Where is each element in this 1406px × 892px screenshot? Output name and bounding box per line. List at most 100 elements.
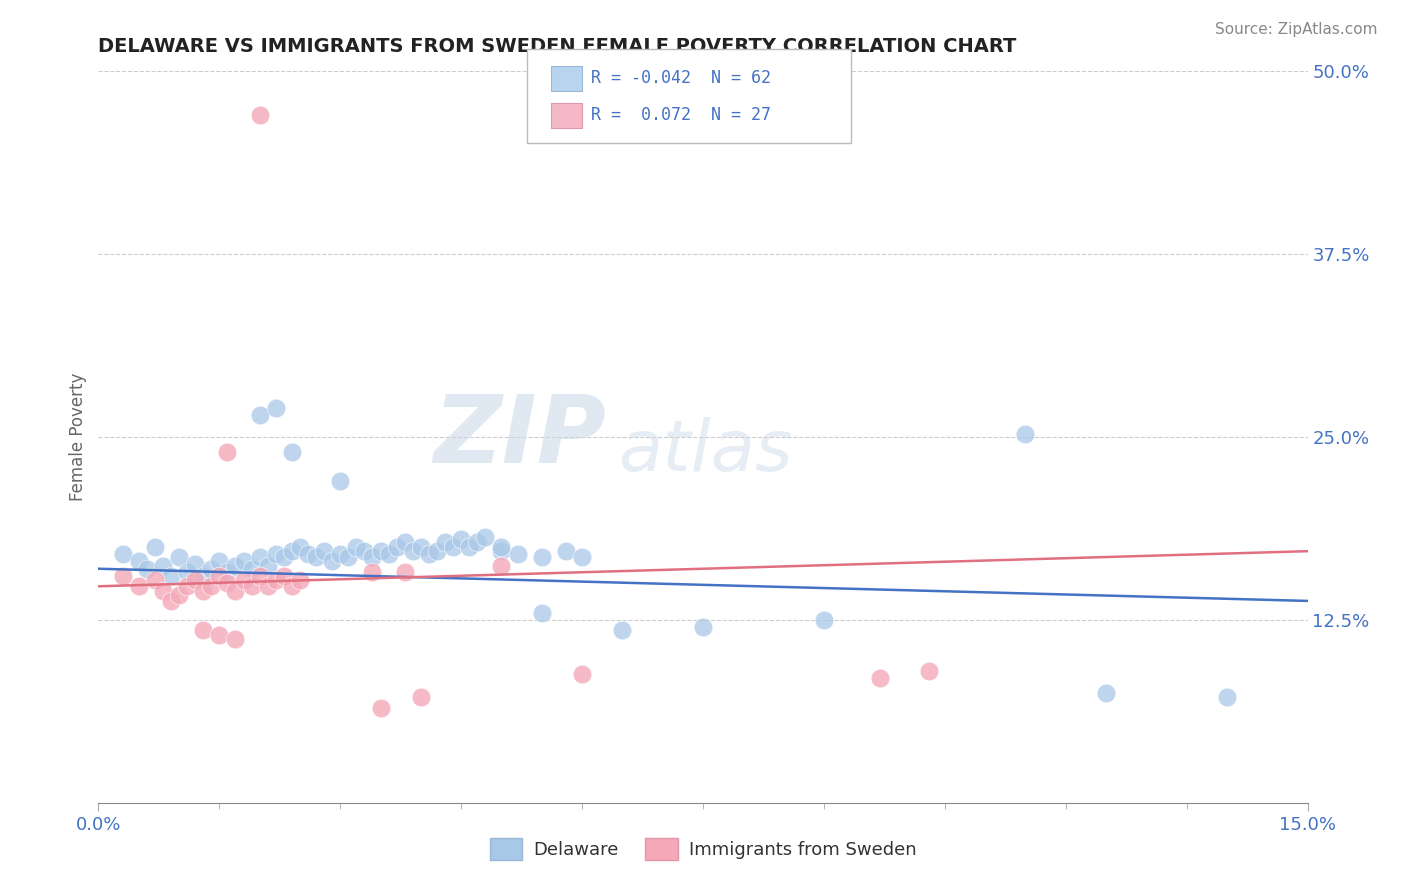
Point <box>409 540 432 554</box>
Point <box>167 588 190 602</box>
Point <box>200 579 222 593</box>
Point <box>288 574 311 588</box>
Point <box>281 444 304 458</box>
Point <box>224 558 246 573</box>
Point <box>200 562 222 576</box>
Point <box>249 549 271 564</box>
Point <box>450 533 472 547</box>
Point <box>344 540 367 554</box>
Point <box>434 535 457 549</box>
Point <box>208 569 231 583</box>
Point <box>160 594 183 608</box>
Point <box>249 408 271 422</box>
Point <box>474 530 496 544</box>
Point <box>297 547 319 561</box>
Point <box>160 569 183 583</box>
Point <box>256 579 278 593</box>
Point <box>1095 686 1118 700</box>
Point <box>377 547 399 561</box>
Point <box>426 544 449 558</box>
Point <box>224 583 246 598</box>
Point <box>321 554 343 568</box>
Point <box>329 474 352 488</box>
Point <box>918 664 941 678</box>
Point <box>273 569 295 583</box>
Point <box>264 547 287 561</box>
Point <box>232 574 254 588</box>
Point <box>288 540 311 554</box>
Point <box>361 565 384 579</box>
Point <box>491 544 513 558</box>
Point <box>176 579 198 593</box>
Point <box>143 574 166 588</box>
Point <box>458 540 481 554</box>
Point <box>314 544 336 558</box>
Point <box>152 583 174 598</box>
Point <box>232 554 254 568</box>
Text: DELAWARE VS IMMIGRANTS FROM SWEDEN FEMALE POVERTY CORRELATION CHART: DELAWARE VS IMMIGRANTS FROM SWEDEN FEMAL… <box>98 37 1017 56</box>
Text: Source: ZipAtlas.com: Source: ZipAtlas.com <box>1215 22 1378 37</box>
Point <box>240 579 263 593</box>
Point <box>409 690 432 705</box>
Point <box>193 569 215 583</box>
Point <box>370 700 392 714</box>
Point <box>143 540 166 554</box>
Point <box>152 558 174 573</box>
Point <box>217 565 239 579</box>
Point <box>813 613 835 627</box>
Point <box>402 544 425 558</box>
Point <box>1014 427 1036 442</box>
Point <box>869 672 891 686</box>
Point <box>361 549 384 564</box>
Point <box>491 540 513 554</box>
Point <box>281 544 304 558</box>
Point <box>256 558 278 573</box>
Point <box>249 569 271 583</box>
Point <box>193 623 215 637</box>
Point <box>281 579 304 593</box>
Point <box>353 544 375 558</box>
Point <box>571 549 593 564</box>
Text: ZIP: ZIP <box>433 391 606 483</box>
Point <box>491 558 513 573</box>
Point <box>305 549 328 564</box>
Point <box>337 549 360 564</box>
Point <box>394 535 416 549</box>
Point <box>128 554 150 568</box>
Point <box>530 549 553 564</box>
Text: atlas: atlas <box>619 417 793 486</box>
Point <box>184 574 207 588</box>
Legend: Delaware, Immigrants from Sweden: Delaware, Immigrants from Sweden <box>482 830 924 867</box>
Point <box>217 444 239 458</box>
Point <box>273 549 295 564</box>
Point <box>555 544 578 558</box>
Point <box>370 544 392 558</box>
Text: R =  0.072  N = 27: R = 0.072 N = 27 <box>591 106 770 124</box>
Point <box>208 627 231 641</box>
Point <box>441 540 464 554</box>
Point <box>385 540 408 554</box>
Point <box>208 554 231 568</box>
Point <box>111 547 134 561</box>
Y-axis label: Female Poverty: Female Poverty <box>69 373 87 501</box>
Point <box>135 562 157 576</box>
Point <box>571 667 593 681</box>
Point <box>465 535 488 549</box>
Point <box>394 565 416 579</box>
Point <box>530 606 553 620</box>
Point <box>692 620 714 634</box>
Point <box>240 562 263 576</box>
Point <box>249 108 271 122</box>
Point <box>167 549 190 564</box>
Point <box>506 547 529 561</box>
Point <box>264 401 287 415</box>
Point <box>184 558 207 572</box>
Point <box>193 583 215 598</box>
Point <box>224 632 246 646</box>
Point <box>176 565 198 579</box>
Point <box>217 576 239 591</box>
Point <box>1216 690 1239 705</box>
Point <box>612 623 634 637</box>
Point <box>329 547 352 561</box>
Text: R = -0.042  N = 62: R = -0.042 N = 62 <box>591 70 770 87</box>
